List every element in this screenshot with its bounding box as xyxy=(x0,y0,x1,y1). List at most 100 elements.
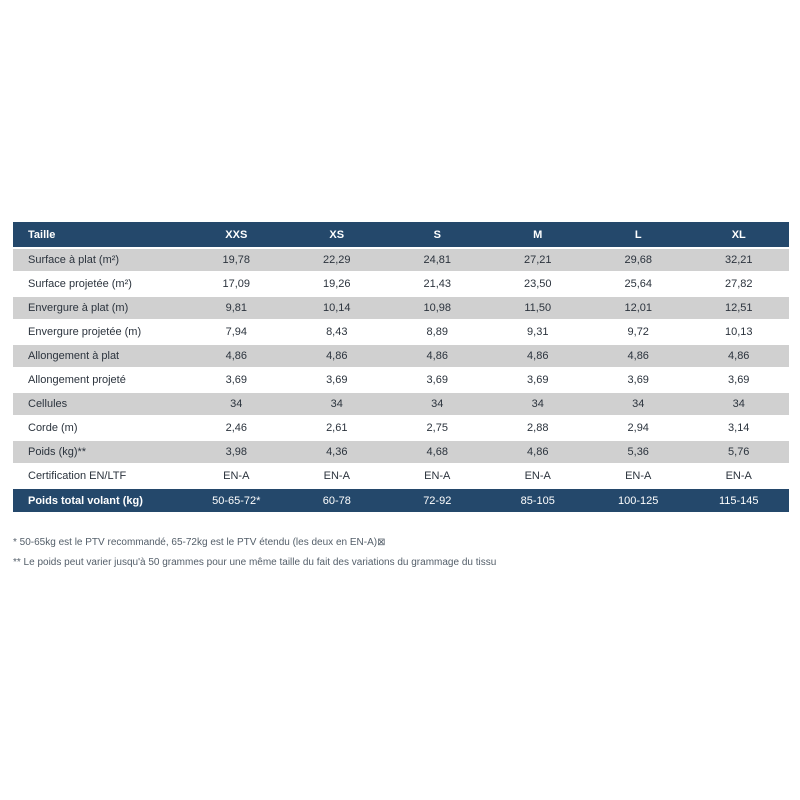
spec-value: EN-A xyxy=(424,470,451,482)
spec-row-poids: Poids (kg)** 3,98 4,36 4,68 4,86 5,36 5,… xyxy=(13,440,789,464)
spec-value: 34 xyxy=(632,398,645,410)
spec-value: 3,69 xyxy=(527,374,549,386)
spec-value: EN-A xyxy=(524,470,551,482)
spec-row-cellules: Cellules 34 34 34 34 34 34 xyxy=(13,392,789,416)
spec-value: 12,01 xyxy=(624,302,652,314)
row-label: Surface projetée (m²) xyxy=(28,278,132,290)
spec-value: 4,68 xyxy=(426,446,448,458)
spec-value: 34 xyxy=(431,398,444,410)
spec-value: 23,50 xyxy=(523,278,552,290)
spec-value: 34 xyxy=(230,398,243,410)
spec-value: 25,64 xyxy=(624,278,652,290)
spec-table-body: Surface à plat (m²) 19,78 22,29 24,81 27… xyxy=(13,248,789,488)
spec-value: 34 xyxy=(330,398,343,410)
spec-value: 8,89 xyxy=(426,326,448,338)
spec-value: 72-92 xyxy=(423,494,452,507)
footnote-2: ** Le poids peut varier jusqu'à 50 gramm… xyxy=(13,557,497,568)
spec-value: 4,86 xyxy=(627,350,649,362)
footnote-1: * 50-65kg est le PTV recommandé, 65-72kg… xyxy=(13,537,386,548)
spec-section: Taille XXS XS S M L XL Surface à plat (m… xyxy=(13,222,789,573)
column-header-xxs: XXS xyxy=(225,228,248,241)
column-header-m: M xyxy=(533,228,543,241)
spec-value: 9,81 xyxy=(225,302,247,314)
spec-value: 24,81 xyxy=(423,254,452,266)
column-header-l: L xyxy=(634,228,642,241)
spec-value: 8,43 xyxy=(326,326,348,338)
row-label: Corde (m) xyxy=(28,422,78,434)
spec-value: 11,50 xyxy=(524,302,552,314)
spec-value: 2,75 xyxy=(426,422,448,434)
spec-value: 9,72 xyxy=(627,326,649,338)
spec-value: 9,31 xyxy=(527,326,549,338)
spec-value: 4,36 xyxy=(326,446,348,458)
spec-value: 4,86 xyxy=(225,350,247,362)
spec-value: 3,69 xyxy=(326,374,348,386)
spec-value: 85-105 xyxy=(520,494,555,507)
spec-row-allongement-a-plat: Allongement à plat 4,86 4,86 4,86 4,86 4… xyxy=(13,344,789,368)
row-label: Envergure projetée (m) xyxy=(28,326,142,338)
spec-value: 22,29 xyxy=(323,254,351,266)
spec-value: 7,94 xyxy=(225,326,247,338)
spec-table: Taille XXS XS S M L XL Surface à plat (m… xyxy=(13,222,789,512)
spec-value: EN-A xyxy=(725,470,752,482)
row-label: Surface à plat (m²) xyxy=(28,254,120,266)
column-header-xs: XS xyxy=(329,228,345,241)
spec-row-surface-a-plat: Surface à plat (m²) 19,78 22,29 24,81 27… xyxy=(13,248,789,272)
spec-value: 2,46 xyxy=(225,422,247,434)
column-header-s: S xyxy=(433,228,441,241)
spec-value: 100-125 xyxy=(618,494,659,507)
spec-value: 10,98 xyxy=(423,302,452,314)
spec-value: 34 xyxy=(732,398,745,410)
spec-value: 3,69 xyxy=(728,374,750,386)
row-label: Cellules xyxy=(28,398,68,410)
column-header-xl: XL xyxy=(731,228,746,241)
spec-value: 3,98 xyxy=(225,446,247,458)
spec-value: 60-78 xyxy=(322,494,351,507)
row-label: Poids (kg)** xyxy=(28,446,87,458)
spec-value: 4,86 xyxy=(326,350,348,362)
spec-value: 10,13 xyxy=(724,326,753,338)
spec-value: 4,86 xyxy=(728,350,750,362)
spec-value: 2,61 xyxy=(326,422,348,434)
spec-value: 2,94 xyxy=(627,422,649,434)
spec-value: 21,43 xyxy=(423,278,452,290)
spec-value: 4,86 xyxy=(527,350,549,362)
spec-value: 2,88 xyxy=(527,422,549,434)
spec-value: 5,76 xyxy=(728,446,750,458)
table-header-label: Taille xyxy=(28,228,56,241)
spec-value: 3,14 xyxy=(728,422,750,434)
spec-value: EN-A xyxy=(323,470,350,482)
spec-value: 115-145 xyxy=(718,494,759,507)
spec-value: 50-65-72* xyxy=(212,494,261,507)
spec-value: 34 xyxy=(531,398,544,410)
spec-value: 4,86 xyxy=(426,350,448,362)
spec-value: 27,82 xyxy=(724,278,753,290)
row-label: Poids total volant (kg) xyxy=(28,494,143,507)
footnotes: * 50-65kg est le PTV recommandé, 65-72kg… xyxy=(13,533,789,573)
spec-row-certification: Certification EN/LTF EN-A EN-A EN-A EN-A… xyxy=(13,464,789,488)
spec-value: 29,68 xyxy=(624,254,652,266)
row-label: Certification EN/LTF xyxy=(28,470,127,482)
spec-value: 12,51 xyxy=(724,302,753,314)
table-header-row: Taille XXS XS S M L XL xyxy=(13,222,789,248)
spec-value: 19,78 xyxy=(222,254,251,266)
spec-value: EN-A xyxy=(625,470,652,482)
spec-value: 27,21 xyxy=(523,254,552,266)
spec-value: 5,36 xyxy=(627,446,649,458)
spec-value: 32,21 xyxy=(724,254,753,266)
spec-value: 4,86 xyxy=(527,446,549,458)
spec-value: 3,69 xyxy=(225,374,247,386)
row-label: Envergure à plat (m) xyxy=(28,302,129,314)
spec-row-envergure-projetee: Envergure projetée (m) 7,94 8,43 8,89 9,… xyxy=(13,320,789,344)
spec-value: 3,69 xyxy=(426,374,448,386)
spec-row-envergure-a-plat: Envergure à plat (m) 9,81 10,14 10,98 11… xyxy=(13,296,789,320)
spec-row-allongement-projete: Allongement projeté 3,69 3,69 3,69 3,69 … xyxy=(13,368,789,392)
spec-value: EN-A xyxy=(223,470,250,482)
row-label: Allongement à plat xyxy=(28,350,120,362)
spec-value: 19,26 xyxy=(323,278,351,290)
spec-value: 10,14 xyxy=(323,302,351,314)
row-label: Allongement projeté xyxy=(28,374,126,386)
spec-value: 17,09 xyxy=(222,278,251,290)
spec-row-poids-total-volant: Poids total volant (kg) 50-65-72* 60-78 … xyxy=(13,488,789,512)
spec-row-surface-projetee: Surface projetée (m²) 17,09 19,26 21,43 … xyxy=(13,272,789,296)
